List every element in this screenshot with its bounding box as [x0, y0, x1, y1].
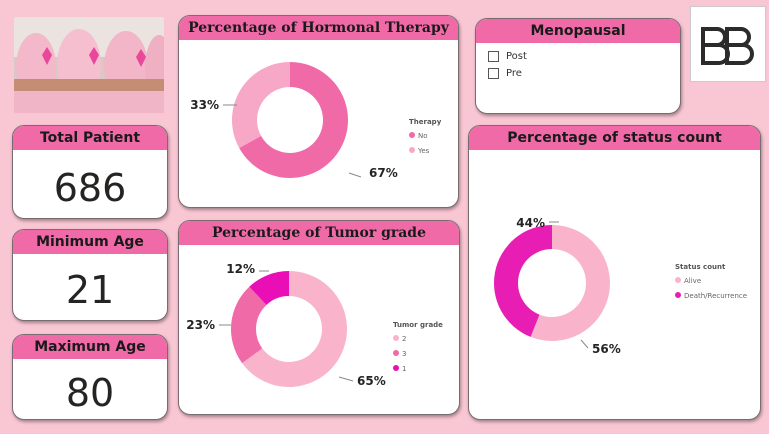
donut-slice-no[interactable] [239, 62, 348, 179]
hormonal-therapy-donut-chart: 67% 33% Therapy No Yes [190, 62, 442, 180]
data-label: 44% [516, 216, 545, 230]
leader-line [580, 339, 589, 349]
kpi-value: 686 [53, 166, 127, 210]
legend-entry[interactable]: 2 [402, 335, 406, 343]
slicer-option-pre[interactable]: Pre [488, 68, 522, 79]
data-label: 23% [186, 318, 215, 332]
donut-slice-1[interactable] [249, 271, 289, 305]
kpi-card-minimum-age: Minimum Age 21 [12, 229, 168, 321]
data-label: 12% [226, 262, 255, 276]
chart-title: Percentage of status count [469, 126, 760, 150]
slicer-option-label: Post [506, 51, 527, 62]
bb-logo-icon [690, 6, 766, 82]
tumor-grade-donut-chart: 65% 23% 12% Tumor grade 2 3 1 [186, 262, 443, 388]
kpi-label: Total Patient [13, 126, 167, 150]
chart-title: Percentage of Tumor grade [179, 221, 459, 245]
legend-title: Therapy [409, 118, 442, 126]
slicer-option-label: Pre [506, 68, 522, 79]
leader-line [338, 376, 354, 382]
legend-marker [409, 132, 415, 138]
donut-slice-yes[interactable] [232, 62, 290, 148]
data-label: 65% [357, 374, 386, 388]
kpi-card-total-patient: Total Patient 686 [12, 125, 168, 219]
checkbox[interactable] [488, 51, 499, 62]
pink-ribbon-photo [14, 17, 164, 113]
donut-slice-2[interactable] [242, 271, 347, 387]
legend-entry[interactable]: 3 [402, 350, 406, 358]
donut-slice-death-recurrence[interactable] [494, 225, 552, 337]
slicer-title: Menopausal [476, 19, 680, 43]
kpi-label: Minimum Age [13, 230, 167, 254]
legend-marker [675, 277, 681, 283]
checkbox[interactable] [488, 68, 499, 79]
chart-card-hormonal-therapy: Percentage of Hormonal Therapy 67% 33% The… [178, 15, 459, 208]
legend-entry[interactable]: Death/Recurrence [684, 292, 747, 300]
legend-title: Tumor grade [393, 321, 443, 329]
chart-card-status-count: Percentage of status count 56% 44% Status … [468, 125, 761, 420]
kpi-card-maximum-age: Maximum Age 80 [12, 334, 168, 420]
legend-marker [393, 335, 399, 341]
legend-entry[interactable]: 1 [402, 365, 406, 373]
status-count-donut-chart: 56% 44% Status count Alive Death/Recurrence [494, 216, 747, 356]
chart-title: Percentage of Hormonal Therapy [179, 16, 458, 40]
kpi-label: Maximum Age [13, 335, 167, 359]
legend-marker [393, 350, 399, 356]
slicer-option-post[interactable]: Post [488, 51, 527, 62]
legend-marker [675, 292, 681, 298]
data-label: 67% [369, 166, 398, 180]
menopausal-slicer: Menopausal Post Pre [475, 18, 681, 114]
donut-slice-3[interactable] [231, 286, 267, 364]
chart-card-tumor-grade: Percentage of Tumor grade 65% 23% 12% Tumor… [178, 220, 460, 415]
legend-entry[interactable]: Alive [684, 277, 701, 285]
legend-entry[interactable]: No [418, 132, 428, 140]
legend-marker [409, 147, 415, 153]
data-label: 56% [592, 342, 621, 356]
kpi-value: 80 [65, 371, 115, 415]
legend-entry[interactable]: Yes [417, 147, 430, 155]
legend-marker [393, 365, 399, 371]
legend-title: Status count [675, 263, 726, 271]
leader-line [348, 172, 362, 178]
kpi-value: 21 [65, 268, 115, 312]
donut-slice-alive[interactable] [530, 225, 610, 341]
data-label: 33% [190, 98, 219, 112]
